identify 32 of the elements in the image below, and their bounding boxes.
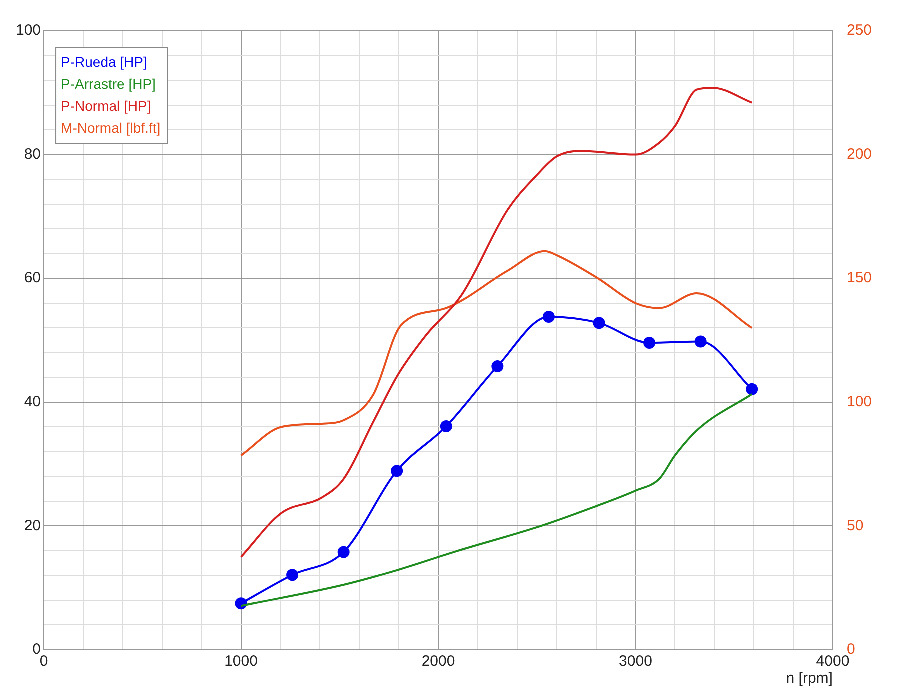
x-tick-label: 3000 — [619, 653, 652, 670]
point — [694, 336, 707, 348]
text: P-Normal [HP] — [61, 98, 152, 114]
y-tick-label: 100 — [16, 22, 42, 40]
point — [338, 546, 350, 558]
y2-tick-label: 50 — [846, 517, 864, 534]
y-tick-label: 20 — [24, 517, 42, 534]
y-tick-label: 80 — [24, 146, 42, 163]
text: P-Rueda [HP] — [61, 54, 148, 70]
point — [542, 310, 555, 323]
x-tick-label: 1000 — [224, 653, 258, 670]
y-tick-label: 40 — [24, 394, 42, 411]
point — [440, 420, 452, 433]
text: M-Normal [lbf.ft] — [61, 120, 161, 136]
x-axis-title: n [rpm] — [786, 670, 833, 688]
y-tick-label: 60 — [24, 270, 42, 287]
y2-tick-label: 100 — [846, 394, 872, 411]
point — [391, 465, 404, 478]
y2-tick-label: 200 — [846, 146, 872, 163]
y2-tick-label: 250 — [846, 22, 872, 40]
point — [644, 336, 656, 349]
y2-tick-label: 150 — [846, 270, 872, 287]
point — [286, 569, 299, 582]
y-tick-label: 0 — [32, 641, 42, 658]
text: P-Arrastre [HP] — [61, 76, 156, 92]
point — [593, 317, 606, 330]
x-tick-label: 4000 — [816, 653, 850, 670]
line-series — [240, 86, 754, 558]
point — [746, 383, 758, 396]
line-series — [240, 250, 754, 457]
point — [492, 360, 504, 372]
x-tick-label: 2000 — [422, 653, 456, 670]
